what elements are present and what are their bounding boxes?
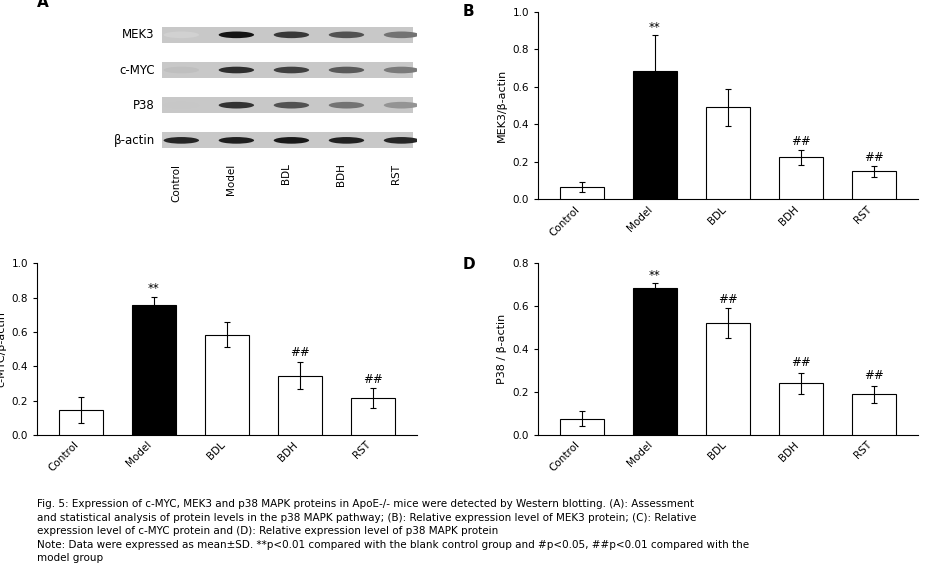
Bar [351, 398, 395, 435]
Bar [162, 132, 413, 148]
Ellipse shape [273, 31, 309, 38]
Text: Model: Model [226, 164, 236, 195]
Text: RST: RST [391, 164, 401, 184]
Text: c-MYC: c-MYC [120, 63, 155, 77]
Y-axis label: P38 / β-actin: P38 / β-actin [497, 314, 507, 385]
Bar [560, 187, 603, 200]
Text: P38: P38 [133, 99, 155, 112]
Ellipse shape [273, 137, 309, 144]
Ellipse shape [219, 67, 254, 73]
Ellipse shape [384, 31, 419, 38]
Bar [205, 335, 248, 435]
Bar [706, 324, 750, 435]
Text: ##: ## [363, 373, 383, 386]
Ellipse shape [163, 67, 199, 73]
Ellipse shape [273, 67, 309, 73]
Text: β-actin: β-actin [113, 134, 155, 147]
Text: D: D [463, 256, 475, 271]
Bar [162, 27, 413, 43]
Ellipse shape [273, 102, 309, 108]
Ellipse shape [384, 102, 419, 108]
Y-axis label: c-MYC/β-actin: c-MYC/β-actin [0, 311, 6, 387]
Text: BDH: BDH [337, 164, 347, 186]
Bar [633, 71, 677, 200]
Bar [278, 376, 322, 435]
Ellipse shape [384, 67, 419, 73]
Y-axis label: MEK3/β-actin: MEK3/β-actin [497, 69, 507, 142]
Text: **: ** [148, 282, 159, 295]
Text: **: ** [649, 21, 661, 34]
Ellipse shape [163, 137, 199, 144]
Ellipse shape [219, 31, 254, 38]
Ellipse shape [384, 137, 419, 144]
Text: ##: ## [718, 293, 738, 306]
Text: MEK3: MEK3 [122, 28, 155, 41]
Text: **: ** [649, 269, 661, 282]
Text: ##: ## [290, 346, 310, 360]
Bar [633, 288, 677, 435]
Text: ##: ## [791, 357, 811, 369]
Text: ##: ## [864, 151, 883, 164]
Ellipse shape [329, 102, 364, 108]
Bar [852, 172, 895, 200]
Text: Control: Control [171, 164, 182, 202]
Bar [59, 410, 103, 435]
Ellipse shape [219, 102, 254, 108]
Text: ##: ## [864, 369, 883, 382]
Text: BDL: BDL [282, 164, 291, 184]
Bar [779, 383, 823, 435]
Bar [162, 62, 413, 78]
Ellipse shape [219, 137, 254, 144]
Text: Fig. 5: Expression of c-MYC, MEK3 and p38 MAPK proteins in ApoE-/- mice were det: Fig. 5: Expression of c-MYC, MEK3 and p3… [37, 499, 749, 563]
Bar [132, 306, 176, 435]
Bar [706, 107, 750, 200]
Text: B: B [463, 4, 474, 19]
Bar [560, 419, 603, 435]
Bar [852, 394, 895, 435]
Text: A: A [37, 0, 49, 10]
Bar [779, 157, 823, 200]
Ellipse shape [329, 137, 364, 144]
Ellipse shape [329, 67, 364, 73]
Ellipse shape [329, 31, 364, 38]
Ellipse shape [163, 102, 199, 108]
Text: ##: ## [791, 135, 811, 148]
Bar [162, 97, 413, 113]
Ellipse shape [163, 31, 199, 38]
